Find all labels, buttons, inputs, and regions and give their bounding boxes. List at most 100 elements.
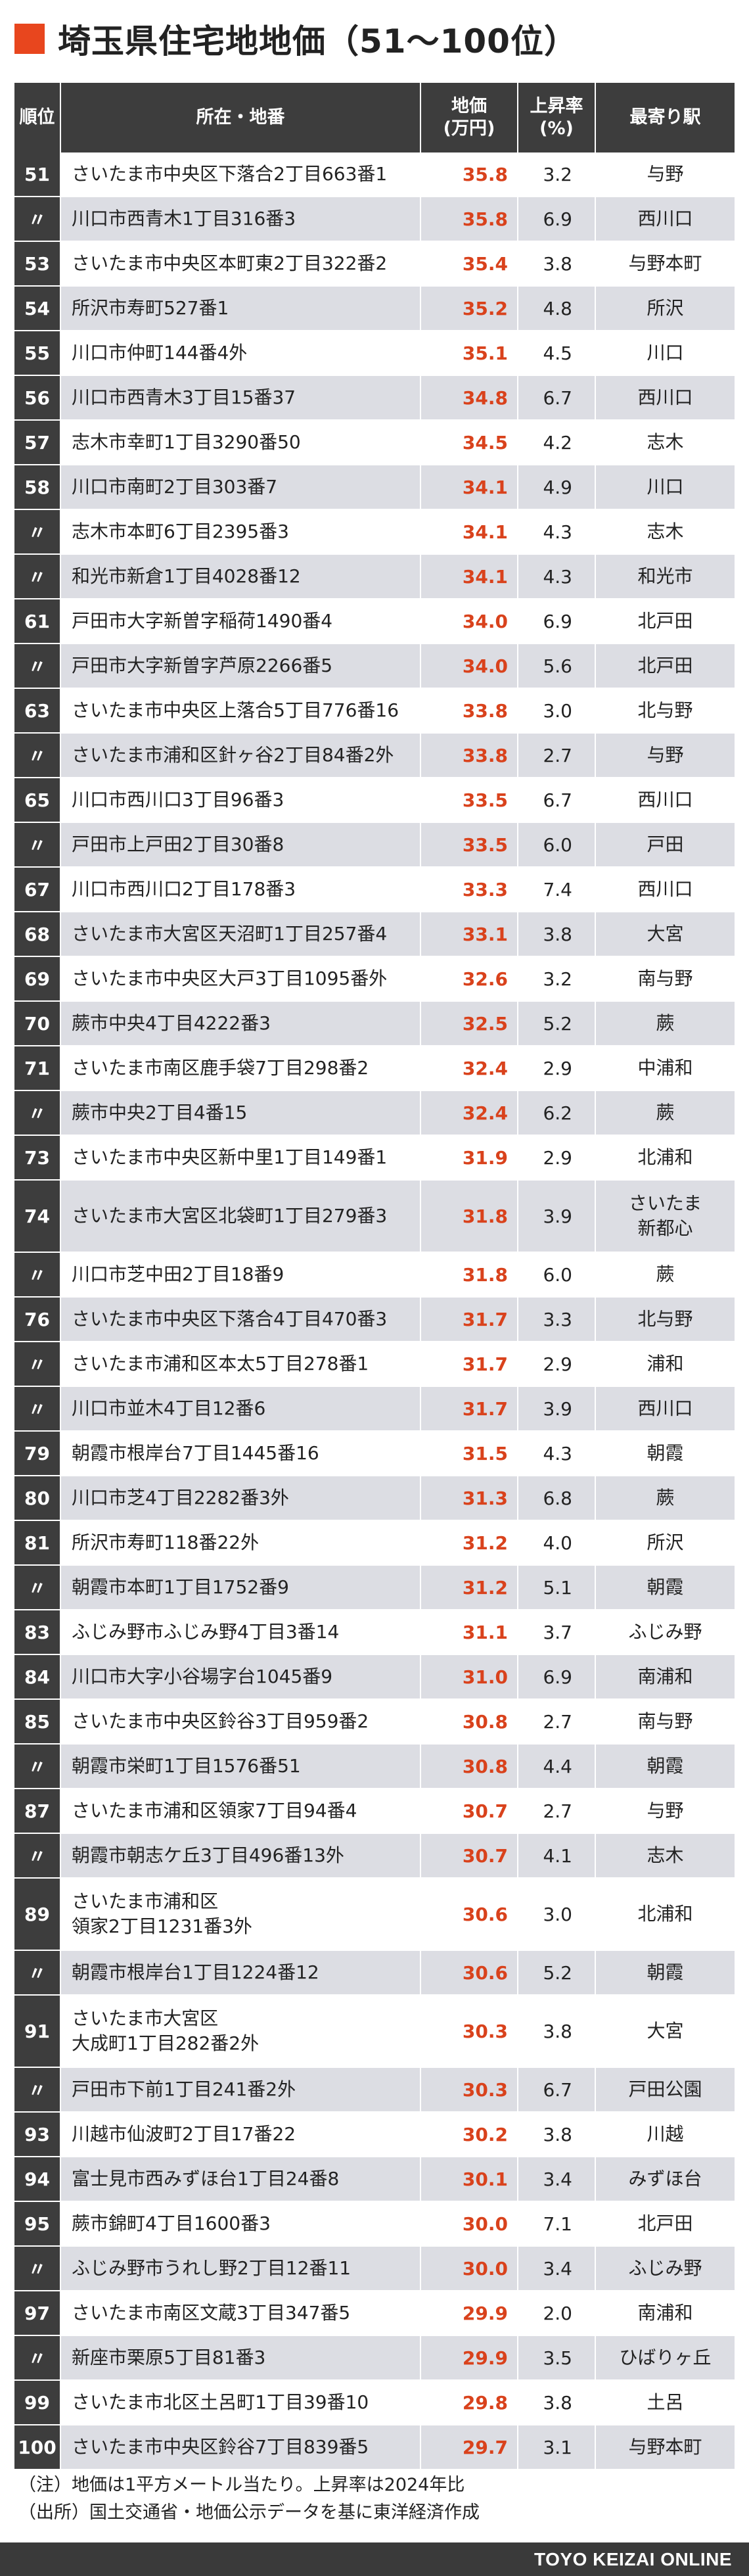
rate-cell: 4.3 <box>518 509 596 555</box>
page-header: 埼玉県住宅地地価（51〜100位） <box>0 0 749 78</box>
station-cell: 戸田公園 <box>595 2067 735 2113</box>
station-cell: 蕨 <box>595 1090 735 1136</box>
address-cell: 富士見市西みずほ台1丁目24番8 <box>60 2157 421 2202</box>
address-cell: 新座市栗原5丁目81番3 <box>60 2335 421 2381</box>
table-row: 〃朝霞市朝志ケ丘3丁目496番13外 30.7 4.1 志木 <box>14 1833 735 1879</box>
station-cell: 西川口 <box>595 1386 735 1432</box>
address-cell: 戸田市大字新曽字芦原2266番5 <box>60 644 421 689</box>
station-cell: 西川口 <box>595 197 735 242</box>
table-row: 〃川口市西青木1丁目316番3 35.8 6.9 西川口 <box>14 197 735 242</box>
table-row: 97 さいたま市南区文蔵3丁目347番5 29.9 2.0 南浦和 <box>14 2291 735 2336</box>
header-price-line2: (万円) <box>443 118 495 139</box>
address-cell: さいたま市中央区鈴谷7丁目839番5 <box>60 2425 421 2470</box>
table-row: 〃戸田市下前1丁目241番2外 30.3 6.7 戸田公園 <box>14 2067 735 2113</box>
address-cell: 朝霞市本町1丁目1752番9 <box>60 1565 421 1610</box>
table-row: 70 蕨市中央4丁目4222番3 32.5 5.2 蕨 <box>14 1001 735 1046</box>
table-row: 54 所沢市寿町527番1 35.2 4.8 所沢 <box>14 286 735 331</box>
table-row: 73 さいたま市中央区新中里1丁目149番1 31.9 2.9 北浦和 <box>14 1135 735 1181</box>
price-cell: 30.1 <box>420 2157 518 2202</box>
table-body: 51 さいたま市中央区下落合2丁目663番1 35.8 3.2 与野〃川口市西青木1丁目… <box>14 152 735 2470</box>
header-price-line1: 地価 <box>451 96 487 116</box>
rank-cell: 93 <box>14 2112 61 2157</box>
station-cell: 所沢 <box>595 1520 735 1566</box>
station-cell: 与野本町 <box>595 2425 735 2470</box>
rank-cell: 71 <box>14 1046 61 1091</box>
table-row: 95 蕨市錦町4丁目1600番3 30.0 7.1 北戸田 <box>14 2201 735 2247</box>
price-cell: 30.2 <box>420 2112 518 2157</box>
address-cell: 川口市西青木1丁目316番3 <box>60 197 421 242</box>
table-row: 76 さいたま市中央区下落合4丁目470番3 31.7 3.3 北与野 <box>14 1297 735 1342</box>
address-cell: さいたま市浦和区針ヶ谷2丁目84番2外 <box>60 733 421 778</box>
station-cell: 与野 <box>595 152 735 197</box>
rate-cell: 6.7 <box>518 2067 596 2113</box>
table-row: 〃朝霞市本町1丁目1752番9 31.2 5.1 朝霞 <box>14 1565 735 1610</box>
price-cell: 34.5 <box>420 420 518 465</box>
rank-cell: 81 <box>14 1520 61 1566</box>
rank-cell: 79 <box>14 1431 61 1476</box>
address-cell: さいたま市中央区新中里1丁目149番1 <box>60 1135 421 1181</box>
station-cell: 蕨 <box>595 1252 735 1298</box>
rank-cell: 67 <box>14 867 61 912</box>
rank-cell: 99 <box>14 2380 61 2425</box>
rate-cell: 7.1 <box>518 2201 596 2247</box>
table-row: 83 ふじみ野市ふじみ野4丁目3番14 31.1 3.7 ふじみ野 <box>14 1610 735 1655</box>
address-cell: さいたま市中央区下落合4丁目470番3 <box>60 1297 421 1342</box>
address-cell: さいたま市浦和区本太5丁目278番1 <box>60 1342 421 1387</box>
table-row: 80 川口市芝4丁目2282番3外 31.3 6.8 蕨 <box>14 1476 735 1521</box>
rate-cell: 3.3 <box>518 1297 596 1342</box>
table-row: 57 志木市幸町1丁目3290番50 34.5 4.2 志木 <box>14 420 735 465</box>
rate-cell: 3.0 <box>518 1878 596 1951</box>
rate-cell: 2.9 <box>518 1342 596 1387</box>
station-cell: 北戸田 <box>595 599 735 644</box>
rank-cell: 87 <box>14 1789 61 1834</box>
rate-cell: 6.0 <box>518 822 596 868</box>
table-row: 〃ふじみ野市うれし野2丁目12番11 30.0 3.4 ふじみ野 <box>14 2246 735 2291</box>
rate-cell: 3.1 <box>518 2425 596 2470</box>
station-cell: 志木 <box>595 1833 735 1879</box>
address-cell: さいたま市大宮区 大成町1丁目282番2外 <box>60 1995 421 2068</box>
rate-cell: 3.5 <box>518 2335 596 2381</box>
rank-cell: 73 <box>14 1135 61 1181</box>
price-cell: 32.6 <box>420 956 518 1002</box>
rank-cell: 〃 <box>14 2067 61 2113</box>
header-address: 所在・地番 <box>60 83 421 152</box>
table-row: 〃戸田市上戸田2丁目30番8 33.5 6.0 戸田 <box>14 822 735 868</box>
rate-cell: 5.6 <box>518 644 596 689</box>
table-row: 〃戸田市大字新曽字芦原2266番5 34.0 5.6 北戸田 <box>14 644 735 689</box>
station-cell: 土呂 <box>595 2380 735 2425</box>
rate-cell: 5.2 <box>518 1001 596 1046</box>
station-cell: 蕨 <box>595 1001 735 1046</box>
table-row: 84 川口市大字小谷場字台1045番9 31.0 6.9 南浦和 <box>14 1654 735 1700</box>
rank-cell: 〃 <box>14 1950 61 1996</box>
rate-cell: 4.3 <box>518 554 596 599</box>
table-row: 63 さいたま市中央区上落合5丁目776番16 33.8 3.0 北与野 <box>14 688 735 734</box>
price-cell: 30.7 <box>420 1789 518 1834</box>
rate-cell: 4.3 <box>518 1431 596 1476</box>
table-row: 94 富士見市西みずほ台1丁目24番8 30.1 3.4 みずほ台 <box>14 2157 735 2202</box>
station-cell: 朝霞 <box>595 1565 735 1610</box>
price-cell: 29.9 <box>420 2335 518 2381</box>
price-cell: 35.8 <box>420 152 518 197</box>
address-cell: 所沢市寿町118番22外 <box>60 1520 421 1566</box>
price-cell: 34.0 <box>420 644 518 689</box>
rate-cell: 2.0 <box>518 2291 596 2336</box>
header-rate-line1: 上昇率 <box>530 96 583 116</box>
station-cell: 所沢 <box>595 286 735 331</box>
rank-cell: 76 <box>14 1297 61 1342</box>
address-cell: 志木市幸町1丁目3290番50 <box>60 420 421 465</box>
rank-cell: 91 <box>14 1995 61 2068</box>
rank-cell: 63 <box>14 688 61 734</box>
table-row: 85 さいたま市中央区鈴谷3丁目959番2 30.8 2.7 南与野 <box>14 1699 735 1745</box>
address-cell: 川口市南町2丁目303番7 <box>60 465 421 510</box>
rank-cell: 74 <box>14 1180 61 1253</box>
price-cell: 33.5 <box>420 822 518 868</box>
price-cell: 35.1 <box>420 331 518 376</box>
price-cell: 32.4 <box>420 1090 518 1136</box>
address-cell: 和光市新倉1丁目4028番12 <box>60 554 421 599</box>
rate-cell: 6.9 <box>518 599 596 644</box>
station-cell: 中浦和 <box>595 1046 735 1091</box>
station-cell: ふじみ野 <box>595 1610 735 1655</box>
price-cell: 35.2 <box>420 286 518 331</box>
price-cell: 32.5 <box>420 1001 518 1046</box>
rate-cell: 5.1 <box>518 1565 596 1610</box>
